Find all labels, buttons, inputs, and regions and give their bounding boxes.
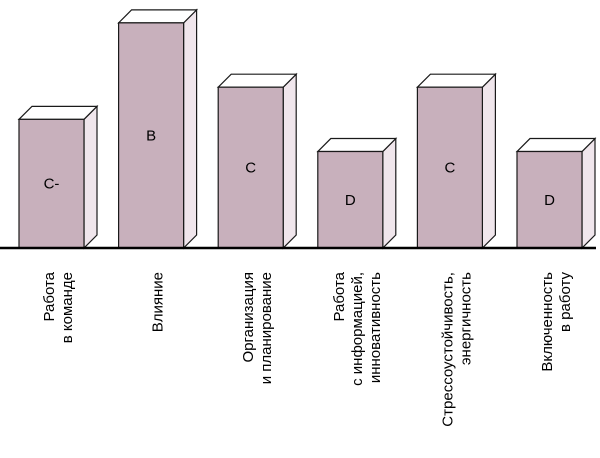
bar-side-face <box>382 137 397 250</box>
category-label-6: Включенность в работу <box>539 272 574 372</box>
bar-side-face <box>581 137 596 250</box>
category-label-line: Влияние <box>150 272 167 332</box>
bar-front-face <box>217 86 284 249</box>
bar-data-label: C <box>444 160 455 177</box>
category-label-line: Включенность <box>539 272 556 372</box>
category-label-line: в работу <box>557 272 574 332</box>
bar-data-label: D <box>345 192 356 209</box>
bar-side-face <box>83 104 98 250</box>
bar-top-face <box>515 137 597 153</box>
category-label-line: Работа <box>331 271 348 321</box>
category-label-line: с информацией, <box>349 272 366 386</box>
category-label-line: в команде <box>59 272 76 343</box>
bar-side-face <box>183 8 198 250</box>
category-label-line: энергичность <box>457 272 474 365</box>
category-label-4: Работа с информацией, инновативность <box>331 271 384 386</box>
category-label-line: Стрессоустойчивость, <box>439 272 456 427</box>
bar-data-label: D <box>544 192 555 209</box>
bar-2: B <box>117 8 199 250</box>
bar-front-face <box>516 150 583 249</box>
bar-data-label: C- <box>44 176 60 193</box>
bars-group: C- B C D C D <box>17 8 597 250</box>
category-label-1: Работа в команде <box>41 271 76 343</box>
bar-top-face <box>415 73 497 88</box>
bar-front-face <box>117 22 185 249</box>
bar-top-face <box>17 105 99 120</box>
bar-front-face <box>317 150 384 249</box>
category-label-line: Работа <box>41 271 58 321</box>
bar-3: C <box>216 72 298 250</box>
bar-top-face <box>316 137 398 153</box>
category-label-3: Организация и планирование <box>240 272 275 384</box>
bar-front-face <box>18 118 85 249</box>
bar-top-face <box>117 9 199 24</box>
bar-data-label: B <box>146 127 156 144</box>
category-label-2: Влияние <box>150 272 167 332</box>
bar-front-face <box>416 86 483 249</box>
bar-1: C- <box>17 104 99 250</box>
bar-6: D <box>515 137 597 250</box>
bar-side-face <box>481 72 496 250</box>
category-label-line: инновативность <box>367 272 384 383</box>
bar-5: C <box>415 72 497 250</box>
category-label-line: Организация <box>240 272 257 362</box>
category-label-line: и планирование <box>258 272 275 384</box>
bar-top-face <box>216 73 298 88</box>
category-labels-group: Работа в команде Влияние Организация и плани… <box>41 271 574 426</box>
bar-4: D <box>316 137 398 250</box>
bar-data-label: C <box>245 160 256 177</box>
bar-side-face <box>282 72 297 250</box>
category-label-5: Стрессоустойчивость, энергичность <box>439 272 474 427</box>
